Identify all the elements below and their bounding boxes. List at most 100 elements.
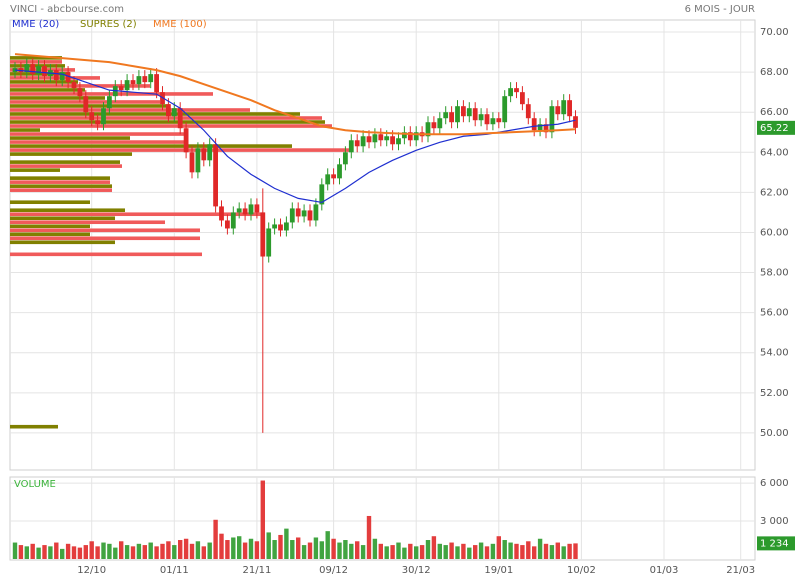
candle-body xyxy=(295,208,301,217)
candle-body xyxy=(65,72,71,83)
volume-bar xyxy=(130,546,136,559)
candle-body xyxy=(407,132,413,141)
candle-body xyxy=(402,132,407,139)
candle-body xyxy=(278,224,283,231)
x-tick-label: 10/02 xyxy=(567,565,596,576)
profile-bar xyxy=(10,152,132,156)
candle-body xyxy=(354,140,360,147)
volume-bar xyxy=(189,543,195,559)
y-tick-label: 54.00 xyxy=(760,348,789,359)
candle-body xyxy=(154,74,159,93)
volume-bar xyxy=(166,541,171,559)
candle-body xyxy=(142,76,148,83)
last-price-tag xyxy=(757,120,795,135)
volume-bar xyxy=(372,538,378,559)
profile-bar xyxy=(10,188,112,192)
legend-label: MME (20) xyxy=(12,19,59,30)
candle-body xyxy=(177,108,183,129)
volume-bar xyxy=(278,534,283,559)
candle-body xyxy=(496,118,502,123)
volume-bar xyxy=(360,545,366,559)
profile-bar xyxy=(10,120,325,124)
candle-body xyxy=(207,144,213,161)
last-price-label: 65.22 xyxy=(760,123,789,134)
candle-body xyxy=(124,80,130,91)
profile-bar xyxy=(10,112,300,116)
candle-body xyxy=(101,108,106,125)
candle-body xyxy=(490,118,496,125)
volume-bar xyxy=(254,541,260,559)
candle-body xyxy=(42,66,47,77)
last-volume-label: 1 234 xyxy=(760,538,789,549)
volume-bar xyxy=(119,541,124,559)
volume-bar xyxy=(124,545,130,559)
volume-bar xyxy=(431,536,437,559)
volume-bar xyxy=(390,545,395,559)
candle-body xyxy=(36,66,41,75)
moving-average xyxy=(14,69,576,204)
candle-body xyxy=(455,106,460,123)
volume-bar xyxy=(526,541,531,559)
volume-bar xyxy=(225,540,230,559)
volume-bar xyxy=(65,543,71,559)
volume-bar xyxy=(89,541,94,559)
volume-bar xyxy=(378,543,383,559)
volume-bar xyxy=(514,543,519,559)
profile-bar xyxy=(10,136,130,140)
candle-body xyxy=(130,80,136,85)
y-tick-label: 56.00 xyxy=(760,308,789,319)
profile-bar xyxy=(10,236,200,241)
x-tick-label: 01/11 xyxy=(160,565,189,576)
volume-bar xyxy=(520,545,525,559)
volume-bar xyxy=(484,546,490,559)
profile-bar xyxy=(10,160,120,164)
volume-bar xyxy=(18,545,24,559)
volume-bar xyxy=(260,480,265,559)
candle-body xyxy=(24,64,30,73)
candle-body xyxy=(313,204,319,221)
chart-subtitle: 6 MOIS - JOUR xyxy=(685,4,755,15)
candle-body xyxy=(89,112,95,121)
x-tick-label: 30/12 xyxy=(402,565,431,576)
volume-bar xyxy=(183,538,189,559)
volume-bar xyxy=(24,546,29,559)
y-tick-label: 50.00 xyxy=(760,428,789,439)
candle-body xyxy=(325,174,331,185)
volume-bar xyxy=(384,546,389,559)
volume-bar xyxy=(502,540,507,559)
volume-bar xyxy=(490,543,496,559)
candle-body xyxy=(195,148,201,173)
x-tick-label: 21/03 xyxy=(726,565,755,576)
profile-bar xyxy=(10,96,105,100)
candle-body xyxy=(183,128,189,153)
candle-body xyxy=(437,118,443,129)
candle-body xyxy=(413,132,419,141)
candle-body xyxy=(549,106,555,133)
profile-bar xyxy=(10,176,110,180)
profile-bar xyxy=(10,224,90,229)
volume-bar xyxy=(266,532,271,559)
candle-body xyxy=(466,108,472,117)
profile-bar xyxy=(10,220,165,225)
volume-bar xyxy=(290,540,295,559)
volume-bar xyxy=(83,545,88,559)
volume-bar xyxy=(313,537,319,559)
profile-bar xyxy=(10,140,188,144)
volume-bar xyxy=(172,545,177,559)
y-tick-label: 52.00 xyxy=(760,388,789,399)
volume-bar xyxy=(555,542,560,559)
candle-body xyxy=(537,124,543,131)
candle-body xyxy=(272,224,277,229)
volume-bar xyxy=(272,540,277,559)
volume-bar xyxy=(567,543,572,559)
profile-bar xyxy=(10,88,85,92)
candle-body xyxy=(502,96,508,123)
y-tick-label: 6 000 xyxy=(760,478,789,489)
x-tick-label: 01/03 xyxy=(650,565,679,576)
candle-body xyxy=(525,104,531,119)
x-tick-label: 12/10 xyxy=(77,565,106,576)
grid xyxy=(10,20,755,560)
candle-body xyxy=(219,206,224,221)
candle-body xyxy=(461,106,466,117)
